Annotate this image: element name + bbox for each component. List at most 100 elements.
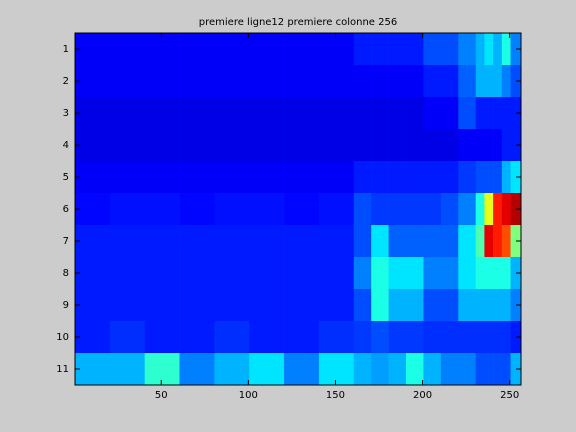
heat-cell bbox=[249, 161, 285, 194]
heat-cell bbox=[109, 193, 145, 226]
heat-cell bbox=[406, 65, 424, 98]
heat-cell bbox=[388, 321, 407, 354]
heat-cell bbox=[475, 225, 485, 258]
heat-cell bbox=[484, 129, 494, 162]
heat-cell bbox=[484, 193, 494, 226]
heat-cell bbox=[458, 193, 477, 226]
heat-cell bbox=[214, 161, 250, 194]
heat-cell bbox=[423, 193, 442, 226]
heat-cell bbox=[249, 321, 285, 354]
x-tick-label: 100 bbox=[239, 390, 258, 401]
y-tick-label: 4 bbox=[63, 140, 69, 151]
heat-cell bbox=[493, 289, 503, 322]
heat-cell bbox=[458, 257, 477, 290]
heat-cell bbox=[440, 289, 459, 322]
heat-cell bbox=[318, 65, 355, 98]
y-tick-label: 3 bbox=[63, 108, 69, 119]
heat-cell bbox=[501, 161, 511, 194]
heat-cell bbox=[179, 225, 215, 258]
heat-cell bbox=[371, 33, 389, 66]
y-tick-label: 6 bbox=[63, 204, 69, 215]
heat-cell bbox=[458, 97, 477, 130]
heat-cell bbox=[388, 193, 407, 226]
x-tick-label: 250 bbox=[500, 390, 519, 401]
heat-cell bbox=[214, 193, 250, 226]
heat-cell bbox=[284, 129, 320, 162]
heat-cell bbox=[284, 257, 320, 290]
heat-cell bbox=[179, 97, 215, 130]
heat-cell bbox=[510, 353, 522, 386]
heat-cell bbox=[406, 225, 424, 258]
y-tick-label: 7 bbox=[63, 236, 69, 247]
y-tick-label: 1 bbox=[63, 44, 69, 55]
heat-cell bbox=[179, 193, 215, 226]
heat-cell bbox=[179, 129, 215, 162]
heat-cell bbox=[109, 97, 145, 130]
x-tick-label: 150 bbox=[326, 390, 345, 401]
heat-cell bbox=[388, 161, 407, 194]
heat-cell bbox=[475, 289, 485, 322]
heat-cell bbox=[371, 97, 389, 130]
heat-cell bbox=[440, 225, 459, 258]
heat-cell bbox=[75, 161, 111, 194]
heat-cell bbox=[388, 33, 407, 66]
y-tick-label: 10 bbox=[56, 332, 69, 343]
heat-cell bbox=[501, 33, 511, 66]
heat-cell bbox=[179, 33, 215, 66]
heat-cell bbox=[440, 129, 459, 162]
heat-cell bbox=[144, 257, 180, 290]
y-tick-label: 5 bbox=[63, 172, 69, 183]
heat-cell bbox=[284, 33, 320, 66]
heat-cell bbox=[423, 129, 442, 162]
heat-cell bbox=[371, 289, 389, 322]
heat-cell bbox=[109, 65, 145, 98]
heat-cell bbox=[109, 257, 145, 290]
heat-cell bbox=[144, 65, 180, 98]
heat-cell bbox=[353, 353, 372, 386]
heat-cell bbox=[353, 289, 372, 322]
y-tick-label: 11 bbox=[56, 364, 69, 375]
heat-cell bbox=[388, 353, 407, 386]
heat-cell bbox=[144, 193, 180, 226]
heat-cell bbox=[249, 193, 285, 226]
heat-cell bbox=[484, 65, 494, 98]
heat-cell bbox=[179, 257, 215, 290]
heat-cell bbox=[475, 97, 485, 130]
heat-cell bbox=[388, 289, 407, 322]
heat-cell bbox=[318, 97, 355, 130]
heat-cell bbox=[284, 65, 320, 98]
heat-cell bbox=[144, 129, 180, 162]
heat-cell bbox=[318, 289, 355, 322]
heat-cell bbox=[371, 257, 389, 290]
heat-cell bbox=[423, 161, 442, 194]
heat-cell bbox=[284, 161, 320, 194]
heat-cell bbox=[371, 65, 389, 98]
heat-cell bbox=[458, 129, 477, 162]
heat-cell bbox=[75, 97, 111, 130]
heat-cell bbox=[179, 289, 215, 322]
heat-cell bbox=[109, 33, 145, 66]
heat-cell bbox=[501, 321, 511, 354]
heat-cell bbox=[406, 129, 424, 162]
heat-cell bbox=[249, 257, 285, 290]
heat-cell bbox=[458, 65, 477, 98]
heat-cell bbox=[109, 161, 145, 194]
heat-cell bbox=[475, 33, 485, 66]
heat-cell bbox=[440, 161, 459, 194]
heat-cell bbox=[406, 353, 424, 386]
heat-cell bbox=[440, 257, 459, 290]
heat-cell bbox=[493, 161, 503, 194]
heat-cell bbox=[214, 97, 250, 130]
heat-cell bbox=[214, 289, 250, 322]
heat-cell bbox=[318, 225, 355, 258]
heat-cell bbox=[249, 353, 285, 386]
heat-cell bbox=[475, 257, 485, 290]
heat-cell bbox=[510, 33, 522, 66]
heat-cell bbox=[484, 353, 494, 386]
heat-cell bbox=[109, 129, 145, 162]
heat-cell bbox=[284, 321, 320, 354]
heat-cell bbox=[75, 225, 111, 258]
heat-cell bbox=[423, 257, 442, 290]
heat-cell bbox=[440, 193, 459, 226]
heat-cell bbox=[475, 65, 485, 98]
